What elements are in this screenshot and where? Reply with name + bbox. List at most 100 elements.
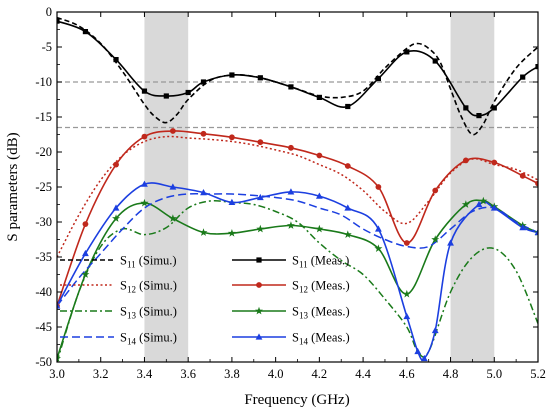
data-point-s12_meas-17 — [535, 180, 538, 187]
data-point-s14_meas-7 — [256, 193, 264, 201]
reference-lines — [57, 81, 538, 129]
data-point-s13_meas-15 — [479, 196, 488, 205]
y-tick-label: -40 — [35, 285, 52, 299]
data-point-s11_meas-10 — [316, 94, 322, 100]
data-point-s14_meas-15 — [431, 326, 439, 334]
legend-label-s12_sim: S12 (Simu.) — [120, 279, 177, 295]
data-point-s12_meas-1 — [82, 221, 89, 228]
data-point-s11_meas-9 — [288, 84, 294, 90]
data-point-s12_meas-15 — [491, 159, 498, 166]
data-point-s14_meas-13 — [414, 347, 422, 355]
series-line-s12_sim — [57, 135, 538, 258]
shaded-band-0 — [144, 12, 189, 362]
data-point-s12_meas-3 — [141, 133, 148, 140]
y-tick-label: -15 — [35, 110, 52, 124]
data-point-s12_meas-8 — [288, 144, 294, 151]
x-tick-label: 5.0 — [486, 367, 502, 381]
data-point-s11_meas-13 — [404, 49, 410, 55]
series-line-s13_sim — [57, 199, 538, 362]
data-point-s11_meas-7 — [229, 72, 235, 78]
data-point-s11_meas-6 — [200, 79, 207, 85]
legend-label-s11_meas: S11 (Meas.) — [292, 254, 349, 270]
data-point-s13_meas-5 — [199, 228, 208, 236]
y-axis-label: S parameters (dB) — [5, 132, 21, 241]
data-point-s11_meas-15 — [463, 105, 469, 111]
x-tick-label: 4.2 — [312, 367, 328, 381]
data-point-s14_meas-4 — [169, 183, 177, 190]
legend: S11 (Simu.) S11 (Meas.) S12 (Simu.) S12 (Me… — [60, 254, 350, 347]
data-point-s14_meas-10 — [344, 204, 352, 211]
shaded-band-1 — [450, 12, 495, 362]
x-axis-ticks: 3.0 3.2 3.4 3.6 3.8 4.0 4.2 4.4 4.6 4.8 5.0 5.2 — [49, 12, 546, 381]
data-point-s13_meas-7 — [256, 224, 265, 233]
x-axis-label: Frequency (GHz) — [244, 392, 349, 408]
data-point-s12_meas-2 — [113, 161, 119, 168]
data-point-s11_meas-3 — [141, 88, 148, 94]
y-tick-label: 0 — [46, 5, 52, 19]
data-point-s12_meas-13 — [432, 187, 439, 194]
series-line-s14_sim — [57, 192, 538, 307]
legend-label-s11_sim: S11 (Simu.) — [120, 254, 177, 270]
data-point-s11_meas-5 — [185, 89, 191, 96]
shaded-bands — [144, 12, 495, 362]
data-point-s11_meas-16 — [476, 113, 482, 119]
y-tick-label: -25 — [35, 180, 52, 194]
legend-label-s13_sim: S13 (Simu.) — [120, 305, 177, 321]
data-point-s13_meas-4 — [168, 214, 177, 222]
y-tick-label: -5 — [42, 40, 52, 54]
data-point-s12_meas-6 — [229, 134, 235, 141]
data-point-s14_meas-19 — [519, 224, 527, 231]
data-point-s11_meas-12 — [375, 75, 381, 82]
data-point-s14_meas-12 — [403, 312, 411, 320]
data-point-s12_meas-11 — [375, 184, 382, 190]
data-point-s13_meas-11 — [374, 244, 383, 252]
data-point-s13_meas-0 — [57, 354, 61, 362]
y-tick-label: -20 — [35, 145, 52, 159]
data-point-s13_meas-12 — [402, 289, 411, 298]
series-line-s14_meas — [57, 182, 538, 361]
data-point-s14_meas-3 — [141, 180, 148, 187]
data-point-s12_meas-7 — [257, 139, 264, 146]
data-point-s12_meas-12 — [403, 240, 410, 246]
data-point-s12_meas-16 — [519, 172, 526, 179]
x-tick-label: 4.0 — [268, 367, 284, 381]
data-point-s11_meas-17 — [491, 105, 497, 111]
data-point-s14_meas-0 — [57, 302, 61, 309]
data-point-s13_meas-10 — [343, 230, 352, 238]
x-tick-label: 4.4 — [355, 367, 371, 381]
y-axis-ticks: 0 -5 -10 -15 -20 -25 -30 -35 -40 -45 -50 — [35, 5, 538, 369]
x-tick-label: 3.6 — [180, 367, 196, 381]
data-point-s12_meas-10 — [344, 163, 351, 169]
data-point-s14_meas-11 — [374, 225, 382, 232]
data-point-s11_meas-0 — [57, 18, 60, 24]
data-point-s14_meas-9 — [315, 192, 323, 199]
legend-label-s14_meas: S14 (Meas.) — [292, 331, 350, 347]
data-point-s11_meas-19 — [535, 64, 538, 70]
markers-group — [57, 18, 538, 362]
data-point-s12_meas-5 — [200, 130, 207, 137]
y-tick-label: -30 — [35, 215, 52, 229]
data-point-s12_meas-4 — [169, 128, 176, 134]
data-point-s14_meas-6 — [228, 198, 236, 205]
data-point-s13_meas-14 — [461, 200, 470, 208]
data-point-s14_meas-1 — [82, 249, 89, 257]
legend-marker-s12_meas — [256, 282, 262, 288]
data-point-s11_meas-4 — [163, 93, 169, 99]
x-tick-label: 3.8 — [224, 367, 240, 381]
data-point-s14_meas-16 — [447, 239, 454, 246]
legend-marker-s13_meas — [255, 306, 263, 315]
x-tick-label: 5.2 — [530, 367, 546, 381]
y-tick-label: -45 — [35, 320, 52, 334]
legend-marker-s11_meas — [256, 257, 262, 263]
data-point-s13_meas-3 — [140, 198, 149, 207]
x-tick-label: 3.4 — [137, 367, 153, 381]
data-point-s13_meas-13 — [431, 235, 440, 243]
x-tick-label: 3.2 — [93, 367, 109, 381]
data-point-s11_meas-2 — [113, 57, 119, 63]
data-point-s11_meas-1 — [82, 29, 89, 35]
y-tick-label: -50 — [35, 355, 52, 369]
data-point-s11_meas-8 — [257, 75, 263, 81]
data-point-s14_meas-5 — [200, 189, 207, 196]
data-point-s12_meas-14 — [462, 157, 469, 164]
